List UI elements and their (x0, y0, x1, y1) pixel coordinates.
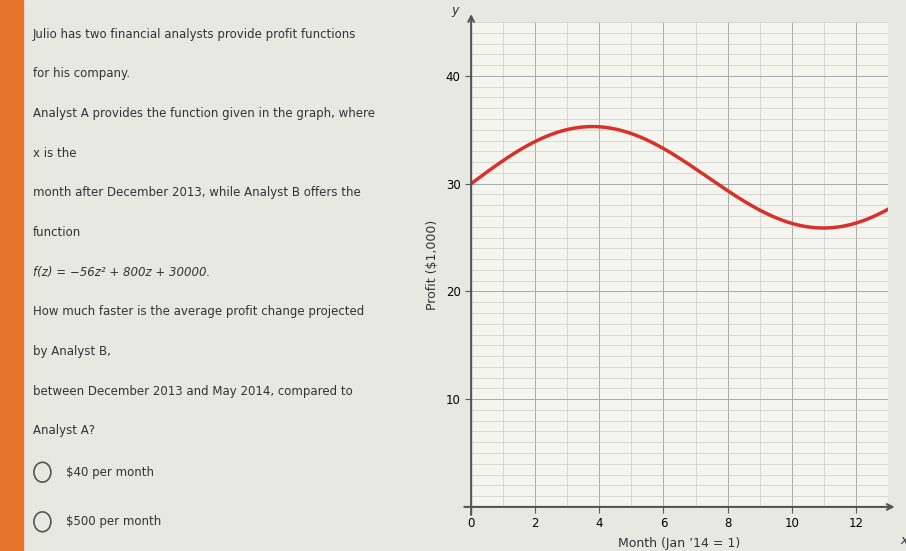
Text: How much faster is the average profit change projected: How much faster is the average profit ch… (33, 305, 364, 318)
Text: x is the: x is the (33, 147, 76, 160)
Text: for his company.: for his company. (33, 67, 130, 80)
Text: Analyst A provides the function given in the graph, where: Analyst A provides the function given in… (33, 107, 375, 120)
Y-axis label: Profit ($1,000): Profit ($1,000) (426, 219, 439, 310)
Text: Analyst A?: Analyst A? (33, 424, 95, 437)
Text: function: function (33, 226, 82, 239)
Text: between December 2013 and May 2014, compared to: between December 2013 and May 2014, comp… (33, 385, 352, 398)
Text: month after December 2013, while Analyst B offers the: month after December 2013, while Analyst… (33, 186, 361, 199)
Text: $500 per month: $500 per month (66, 515, 161, 528)
Text: $40 per month: $40 per month (66, 466, 154, 479)
X-axis label: Month (Jan ’14 = 1): Month (Jan ’14 = 1) (619, 537, 740, 550)
Text: f(z) = −56z² + 800z + 30000.: f(z) = −56z² + 800z + 30000. (33, 266, 210, 279)
Text: by Analyst B,: by Analyst B, (33, 345, 111, 358)
Text: Julio has two financial analysts provide profit functions: Julio has two financial analysts provide… (33, 28, 356, 41)
Text: x: x (901, 534, 906, 547)
Text: y: y (451, 4, 458, 17)
